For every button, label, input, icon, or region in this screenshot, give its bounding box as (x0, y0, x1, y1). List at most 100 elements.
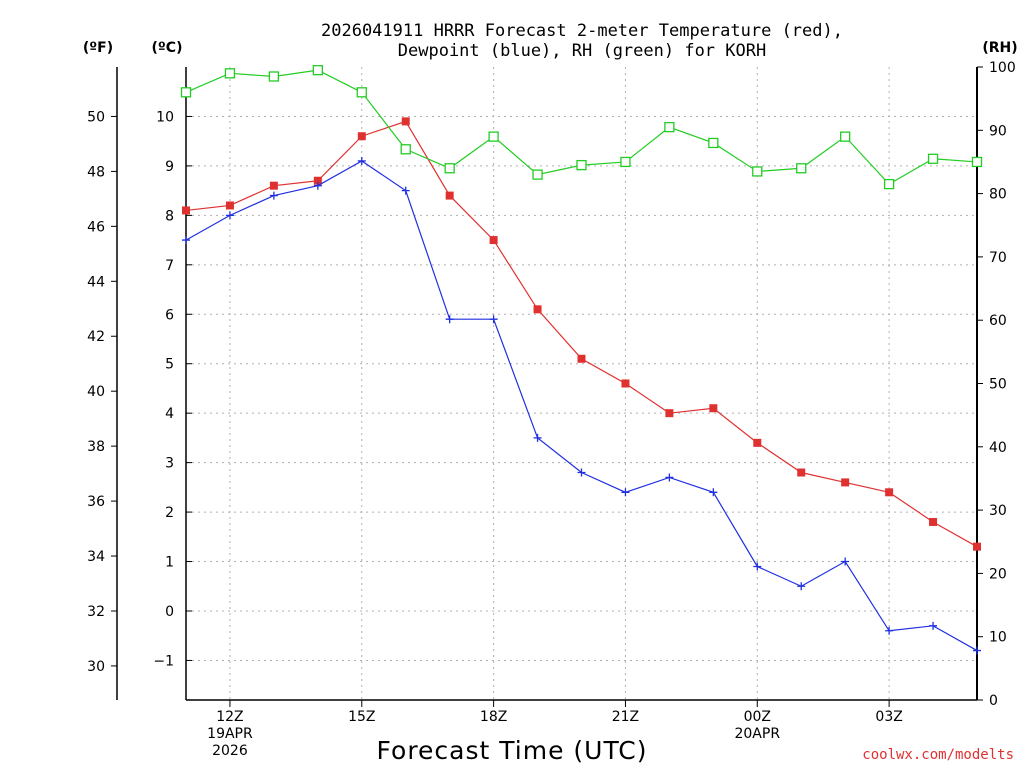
rh-tick-label: 20 (989, 566, 1007, 582)
rh-point (180, 87, 192, 98)
axes (111, 66, 983, 707)
rh-tick-label: 10 (989, 630, 1007, 646)
temperature-point (885, 488, 894, 497)
rh-point (400, 144, 411, 155)
temperature-point (489, 236, 498, 245)
temperature-point (401, 117, 410, 126)
x-axis-label: Forecast Time (UTC) (377, 736, 648, 765)
temperature-point (533, 305, 542, 314)
rh-point (664, 121, 675, 133)
fahrenheit-tick-label: 42 (87, 329, 105, 345)
dewpoint-point (445, 315, 454, 324)
credit-text: coolwx.com/modelts (862, 747, 1014, 763)
rh-point (576, 159, 587, 171)
dewpoint-point (709, 488, 718, 497)
dewpoint-point (182, 236, 190, 245)
dewpoint-point (929, 621, 938, 630)
fahrenheit-axis-unit: (ºF) (83, 40, 113, 56)
rh-point (708, 137, 719, 149)
rh-point (224, 68, 236, 79)
x-tick-label: 18Z (480, 709, 507, 725)
x-tick-label: 19APR (207, 726, 253, 742)
temperature-point (709, 404, 718, 413)
celsius-tick-label: 0 (165, 604, 174, 620)
rh-tick-label: 70 (989, 250, 1007, 266)
rh-point (752, 166, 763, 177)
rh-point (444, 163, 455, 174)
temperature-point (753, 438, 762, 447)
fahrenheit-tick-label: 30 (87, 659, 105, 675)
series-layer (180, 65, 983, 655)
celsius-tick-label: 9 (165, 159, 174, 175)
celsius-tick-label: 4 (165, 406, 174, 422)
fahrenheit-tick-label: 38 (87, 439, 105, 455)
dewpoint-point (313, 181, 322, 190)
rh-tick-label: 0 (989, 693, 998, 709)
celsius-tick-label: 10 (156, 109, 174, 125)
x-tick-label: 00Z (744, 709, 771, 725)
rh-tick-label: 60 (989, 313, 1007, 329)
celsius-tick-label: 3 (165, 456, 174, 472)
dewpoint-point (665, 473, 674, 482)
fahrenheit-tick-label: 46 (87, 219, 105, 235)
temperature-point (269, 181, 278, 190)
chart-title-line-1: 2026041911 HRRR Forecast 2-meter Tempera… (321, 21, 843, 41)
dewpoint-point (357, 156, 366, 165)
temperature-point (973, 542, 981, 551)
dewpoint-point (401, 186, 410, 195)
dewpoint-point (489, 315, 498, 324)
temperature-point (577, 354, 586, 363)
temperature-point (182, 206, 190, 215)
dewpoint-point (885, 626, 894, 635)
celsius-axis-unit: (ºC) (152, 40, 183, 56)
tick-labels: −101234567891030323436384042444648500102… (87, 60, 1016, 759)
dewpoint-point (841, 557, 850, 566)
celsius-tick-label: 1 (165, 555, 174, 571)
rh-point (312, 65, 323, 76)
rh-point (268, 71, 280, 82)
x-tick-label: 03Z (875, 709, 902, 725)
rh-tick-label: 50 (989, 377, 1007, 393)
temperature-point (621, 379, 630, 388)
dewpoint-point (225, 211, 234, 220)
rh-tick-label: 30 (989, 503, 1007, 519)
rh-point (927, 153, 939, 164)
x-tick-label: 2026 (212, 743, 248, 759)
rh-point (796, 163, 807, 174)
rh-point (620, 156, 631, 168)
x-tick-label: 12Z (216, 709, 243, 725)
rh-point (532, 169, 543, 180)
x-tick-label: 15Z (348, 709, 375, 725)
rh-point (840, 131, 851, 142)
fahrenheit-tick-label: 36 (87, 494, 105, 510)
temperature-point (929, 517, 938, 526)
fahrenheit-tick-label: 40 (87, 384, 105, 400)
fahrenheit-tick-label: 48 (87, 164, 105, 180)
dewpoint-point (973, 646, 981, 655)
dewpoint-point (753, 562, 762, 571)
fahrenheit-tick-label: 50 (87, 109, 105, 125)
temperature-point (225, 201, 234, 210)
celsius-tick-label: 2 (165, 505, 174, 521)
x-tick-label: 21Z (612, 709, 639, 725)
rh-point (356, 87, 367, 98)
rh-tick-label: 80 (989, 187, 1007, 203)
dewpoint-point (533, 433, 542, 442)
dewpoint-point (269, 191, 278, 200)
celsius-tick-label: −1 (153, 653, 174, 669)
fahrenheit-tick-label: 32 (87, 604, 105, 620)
fahrenheit-tick-label: 44 (87, 274, 105, 290)
rh-point (883, 178, 895, 190)
series-rh (180, 65, 983, 190)
series-temperature (182, 117, 981, 551)
celsius-tick-label: 7 (165, 258, 174, 274)
x-tick-label: 20APR (734, 726, 780, 742)
dewpoint-point (797, 582, 806, 591)
rh-point (971, 156, 983, 168)
dewpoint-point (577, 468, 586, 477)
celsius-tick-label: 6 (165, 307, 174, 323)
rh-tick-label: 90 (989, 123, 1007, 139)
temperature-point (313, 176, 322, 185)
series-dewpoint (182, 156, 981, 655)
